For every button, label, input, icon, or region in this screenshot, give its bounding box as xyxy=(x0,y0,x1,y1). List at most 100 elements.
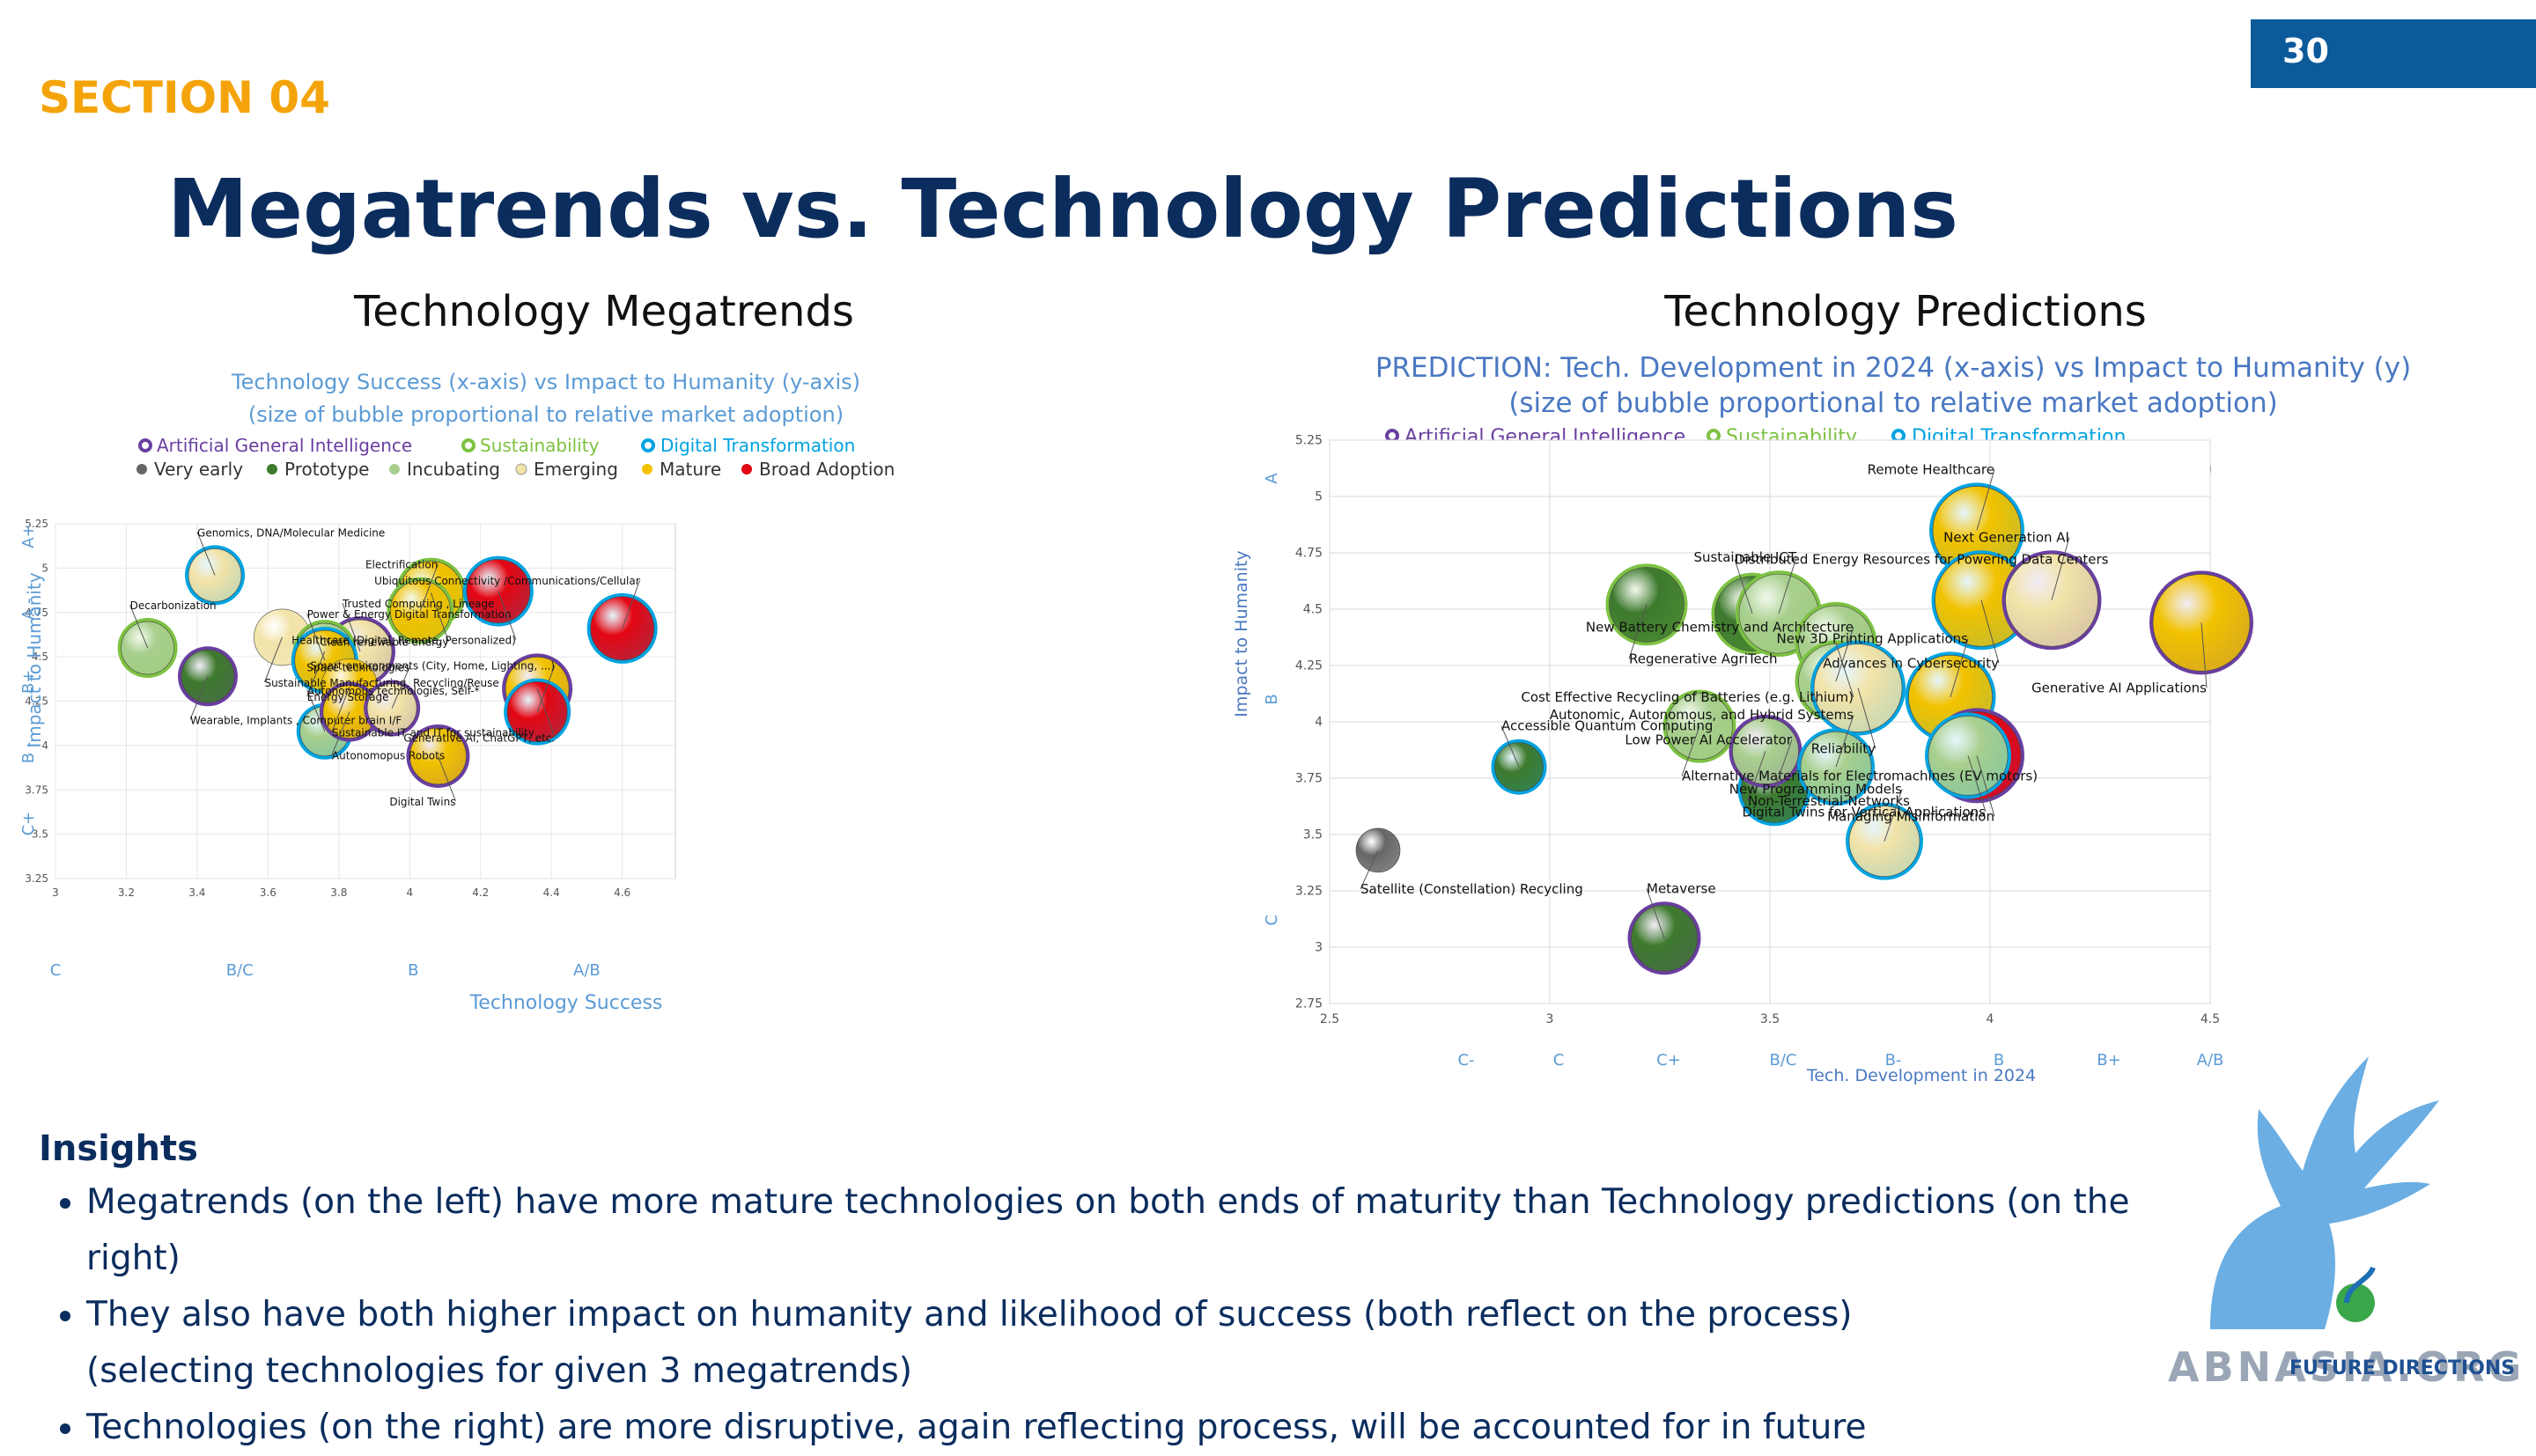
bubble-label: Digital Twins xyxy=(389,796,455,808)
bubble-label: Energy Storage xyxy=(307,691,389,703)
x-tick-label: 4 xyxy=(406,886,413,899)
label-leader xyxy=(419,563,439,611)
left-column-heading: Technology Megatrends xyxy=(354,287,854,336)
bubble-label: Autonomopus Robots xyxy=(332,750,445,762)
y-tick-label: 3.25 xyxy=(1295,885,1323,899)
label-leader xyxy=(438,755,456,802)
y-tick-label: 3.5 xyxy=(1303,828,1323,842)
label-leader xyxy=(536,665,556,712)
legend-sustainability: Sustainability xyxy=(480,435,600,456)
legend-marker-sustainability xyxy=(461,438,476,452)
bubble-label: Digital Twins for Vertical Applications xyxy=(1742,804,1986,820)
bubble-label: Sustainable IT and IT for sustainability xyxy=(332,726,534,739)
grade-x-label: B xyxy=(1994,1051,2004,1070)
x-tick-label: 3.2 xyxy=(118,886,135,899)
grade-x-label: B xyxy=(408,961,418,980)
legend-agi: Artificial General Intelligence xyxy=(157,435,412,456)
grade-x-label: B- xyxy=(1885,1051,1902,1070)
y-tick-label: 3.5 xyxy=(32,828,48,841)
label-leader xyxy=(196,532,216,576)
legend-marker-agi xyxy=(1385,429,1399,443)
label-leader xyxy=(1360,849,1379,890)
bubble-label: New 3D Printing Applications xyxy=(1777,630,1969,646)
label-leader xyxy=(1857,688,1876,749)
y-tick-label: 2.75 xyxy=(1295,997,1323,1011)
y-tick-label: 4.5 xyxy=(1303,603,1323,617)
grade-x-label: C+ xyxy=(1656,1051,1681,1070)
bubble-label: Clean renewable energy xyxy=(320,636,448,649)
grade-y-label: A+ xyxy=(19,524,38,548)
grade-x-label: B/C xyxy=(226,961,254,980)
x-tick-label: 3.8 xyxy=(330,886,347,899)
grade-x-label: C- xyxy=(1457,1051,1474,1070)
bubble-label: Sustainable ICT xyxy=(1693,549,1796,565)
label-leader xyxy=(2201,622,2208,688)
label-leader xyxy=(1835,627,1854,682)
insights-list: Megatrends (on the left) have more matur… xyxy=(39,1174,2200,1456)
x-tick-label: 2.5 xyxy=(1320,1012,1339,1026)
legend-emerging: Emerging xyxy=(534,459,618,480)
bubble-label: Autonomous technologies, Self-* xyxy=(307,685,480,697)
label-leader xyxy=(342,602,361,652)
bubble-label: Genomics, DNA/Molecular Medicine xyxy=(197,526,385,539)
y-tick-label: 4.5 xyxy=(32,651,48,663)
legend-prototype: Prototype xyxy=(284,459,369,480)
x-tick-label: 4 xyxy=(1987,1012,1994,1026)
y-axis-label: Impact to Humanity xyxy=(1232,550,1251,717)
bubble-label: Low Power AI Accelerator xyxy=(1625,732,1792,747)
label-leader xyxy=(1500,725,1520,768)
bubble-label: New Battery Chemistry and Architecture xyxy=(1586,619,1854,635)
legend-marker-incubating xyxy=(389,464,400,474)
y-tick-label: 3 xyxy=(1315,941,1323,955)
label-leader xyxy=(1980,599,2000,664)
label-leader xyxy=(1747,751,1766,801)
label-leader xyxy=(306,689,326,732)
x-tick-label: 3.5 xyxy=(1760,1012,1780,1026)
bubble-label: Regenerative AgriTech xyxy=(1629,651,1777,666)
legend-marker-very-early xyxy=(136,464,147,474)
bubble-label: Cost Effective Recycling of Batteries (e… xyxy=(1521,689,1854,705)
bubble-label: Decarbonization xyxy=(130,599,217,612)
bubble-label: Generative AI, ChatGPT, etc. xyxy=(403,732,555,744)
legend-marker-prototype xyxy=(267,464,277,474)
griffin-logo xyxy=(2210,1056,2439,1329)
legend-marker-agi xyxy=(138,438,152,452)
bubble-label: Power & Energy Digital Transformation xyxy=(307,608,512,621)
chart-subtitle: (size of bubble proportional to relative… xyxy=(1508,387,2277,419)
bubble-label: Advances in Cybersecurity xyxy=(1823,655,1999,671)
grade-x-label: C xyxy=(1553,1051,1565,1070)
label-leader xyxy=(1950,638,1969,697)
x-axis-label: Technology Success xyxy=(469,992,663,1014)
right-column-heading: Technology Predictions xyxy=(1664,287,2147,336)
legend-megatrends: Artificial General Intelligence Sustaina… xyxy=(138,435,855,456)
y-tick-label: 5 xyxy=(41,562,48,574)
y-tick-label: 5.25 xyxy=(25,518,48,530)
bubble-label: New Programming Models xyxy=(1729,782,1902,798)
legend-marker-digital-transformation xyxy=(641,438,655,452)
legend-very-early: Very early xyxy=(154,459,243,480)
y-tick-label: 3.75 xyxy=(25,783,48,796)
grade-y-label: A - xyxy=(19,598,38,620)
label-leader xyxy=(306,613,326,661)
label-leader xyxy=(1734,559,1753,614)
label-leader xyxy=(1835,715,1854,768)
grade-x-label: B/C xyxy=(1770,1051,1797,1070)
label-leader xyxy=(1976,755,1995,817)
label-leader xyxy=(129,604,149,649)
x-tick-label: 3 xyxy=(1546,1012,1554,1026)
page-number: 30 xyxy=(2282,32,2329,70)
predictions-bubble-chart: PREDICTION: Tech. Development in 2024 (x… xyxy=(1232,352,2411,1085)
grade-x-label: A/B xyxy=(573,961,601,980)
label-leader xyxy=(1967,755,1987,813)
grade-y-label: B - xyxy=(19,742,38,764)
label-leader xyxy=(1773,739,1793,790)
x-tick-label: 4.2 xyxy=(472,886,489,899)
insight-text: They also have both higher impact on hum… xyxy=(86,1295,1853,1335)
brand-sub-logo: FUTURE DIRECTIONS xyxy=(2289,1357,2516,1379)
x-tick-label: 4.4 xyxy=(543,886,560,899)
label-leader xyxy=(1835,643,1854,698)
label-leader xyxy=(1884,789,1903,842)
legend-incubating: Incubating xyxy=(407,459,500,480)
grade-y-label: C+ xyxy=(19,812,38,836)
label-leader xyxy=(1628,604,1648,659)
